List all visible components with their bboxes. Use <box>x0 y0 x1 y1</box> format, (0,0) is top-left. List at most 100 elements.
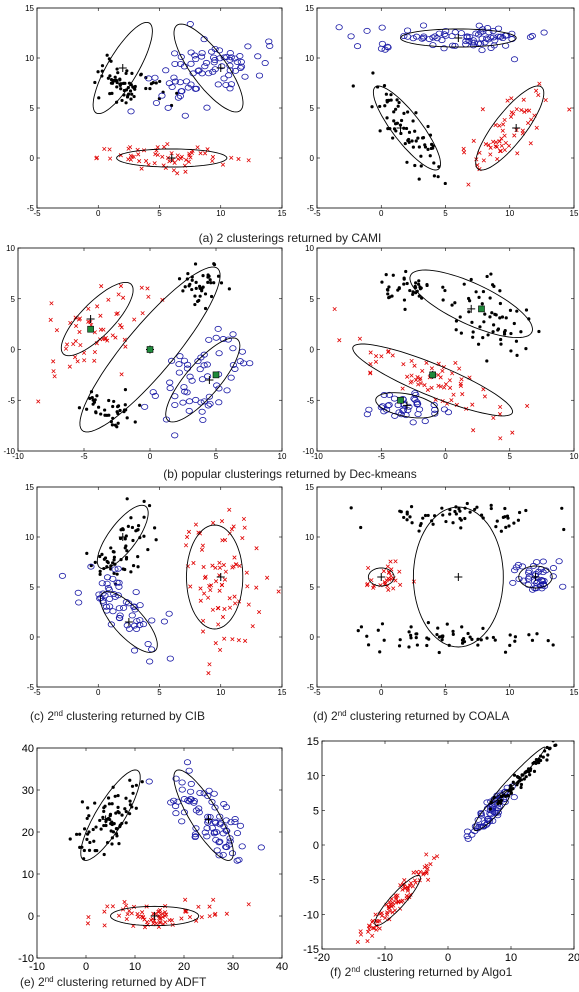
point-x <box>236 156 241 162</box>
point-circle <box>199 417 207 424</box>
point-dot <box>132 86 136 90</box>
point-dot <box>118 536 123 541</box>
point-dot <box>103 408 107 412</box>
point-x <box>205 147 210 152</box>
point-dot <box>116 805 120 810</box>
point-x <box>256 609 262 615</box>
point-dot <box>197 298 201 303</box>
point-dot <box>216 274 221 278</box>
point-x <box>213 565 218 570</box>
point-dot <box>121 527 125 532</box>
point-dot <box>78 832 82 836</box>
point-circle <box>184 84 192 91</box>
point-circle <box>223 387 231 394</box>
point-dot <box>119 87 123 91</box>
point-circle <box>171 432 179 439</box>
point-dot <box>124 544 128 548</box>
point-circle <box>132 626 141 633</box>
point-circle <box>178 786 186 793</box>
points-a2 <box>335 22 572 187</box>
point-x <box>357 336 362 341</box>
point-dot <box>414 139 418 143</box>
point-dot <box>499 798 504 802</box>
point-dot <box>511 780 515 784</box>
point-x <box>227 507 232 512</box>
points-c1 <box>58 497 281 676</box>
caption-a: (a) 2 clusterings returned by CAMI <box>199 231 382 245</box>
point-dot <box>476 342 481 346</box>
point-x <box>231 564 236 569</box>
point-dot <box>465 501 469 506</box>
point-circle <box>128 612 136 619</box>
point-x <box>400 386 405 391</box>
point-dot <box>403 307 407 312</box>
point-circle <box>211 66 219 73</box>
point-x <box>136 152 141 157</box>
point-circle <box>222 804 230 811</box>
point-dot <box>114 78 118 82</box>
point-circle <box>214 325 222 332</box>
point-dot <box>146 547 150 552</box>
point-dot <box>519 330 523 334</box>
y-tick-label: 10 <box>6 244 15 253</box>
point-dot <box>90 395 94 400</box>
point-x <box>110 904 115 909</box>
point-circle <box>145 778 153 785</box>
point-dot <box>479 638 483 642</box>
point-x <box>217 588 222 593</box>
point-x <box>402 886 408 891</box>
point-circle <box>115 583 123 590</box>
cluster-ellipse <box>375 392 439 419</box>
point-dot <box>115 572 119 576</box>
point-dot <box>444 519 448 524</box>
point-circle <box>539 581 547 588</box>
point-dot <box>419 164 423 168</box>
point-dot <box>460 638 465 642</box>
cluster-ellipse <box>79 266 221 433</box>
point-dot <box>460 641 465 645</box>
point-dot <box>382 84 387 88</box>
point-x <box>199 547 205 552</box>
y-tick-label: -5 <box>27 204 35 213</box>
point-circle <box>363 411 371 418</box>
point-x <box>461 150 467 155</box>
point-x <box>368 370 373 375</box>
y-tick-label: 10 <box>305 533 314 542</box>
point-dot <box>522 777 526 781</box>
point-circle <box>409 419 417 426</box>
point-x <box>188 584 193 589</box>
points-a1 <box>92 21 274 176</box>
point-circle <box>477 810 485 817</box>
point-x <box>227 605 233 610</box>
point-x <box>339 960 343 964</box>
point-dot <box>491 330 495 334</box>
point-x <box>105 904 110 909</box>
point-circle <box>549 565 558 572</box>
point-x <box>418 381 424 386</box>
point-x <box>105 338 110 343</box>
point-dot <box>460 625 464 629</box>
point-dot <box>391 136 395 140</box>
point-circle <box>107 621 115 628</box>
center-plus <box>101 815 110 824</box>
point-dot <box>118 408 122 413</box>
point-dot <box>417 529 421 533</box>
point-x <box>86 306 91 311</box>
point-circle <box>184 797 192 804</box>
point-dot <box>397 100 401 105</box>
point-circle <box>105 595 114 602</box>
point-x <box>436 383 441 388</box>
point-dot <box>411 290 415 294</box>
point-dot <box>125 497 129 501</box>
point-x <box>534 125 539 130</box>
point-dot <box>129 97 133 101</box>
point-circle <box>237 58 245 65</box>
point-x <box>76 317 82 322</box>
point-dot <box>206 280 210 284</box>
center-plus <box>467 304 476 313</box>
point-circle <box>198 70 206 77</box>
point-dot <box>499 529 503 533</box>
point-x <box>169 151 174 156</box>
point-dot <box>194 280 198 285</box>
point-circle <box>227 81 236 88</box>
